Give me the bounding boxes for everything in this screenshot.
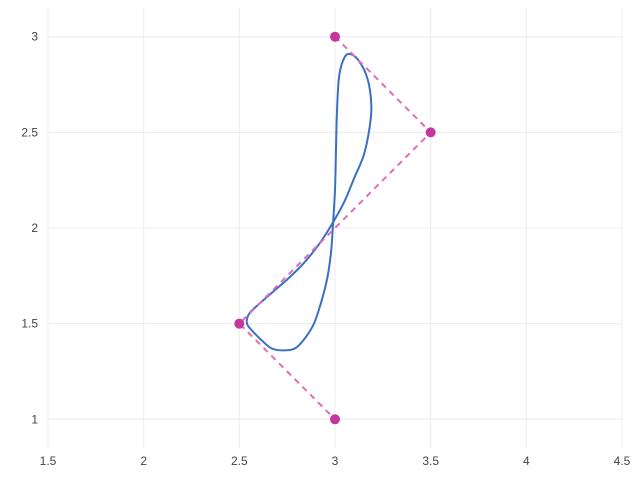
tick-labels: 1.5 2 2.5 3 3.5 4 4.5 1 1.5 2 2.5 3	[21, 30, 630, 468]
x-tick-label: 1.5	[40, 454, 57, 468]
y-tick-label: 2	[31, 221, 38, 235]
x-tick-label: 3.5	[422, 454, 439, 468]
y-tick-label: 3	[31, 30, 38, 44]
control-polygon-line	[237, 35, 433, 421]
y-tick-label: 1.5	[21, 317, 38, 331]
y-tick-label: 1	[31, 412, 38, 426]
control-point	[330, 31, 340, 42]
series	[234, 31, 436, 425]
grid	[47, 8, 623, 448]
curve-line	[245, 52, 373, 352]
x-tick-label: 4	[523, 454, 530, 468]
x-tick-label: 4.5	[614, 454, 631, 468]
control-point	[425, 127, 436, 138]
control-point	[330, 414, 340, 425]
x-tick-label: 3	[332, 454, 339, 468]
x-tick-label: 2	[140, 454, 147, 468]
control-point	[234, 318, 245, 329]
x-tick-label: 2.5	[231, 454, 248, 468]
y-tick-label: 2.5	[21, 125, 38, 139]
